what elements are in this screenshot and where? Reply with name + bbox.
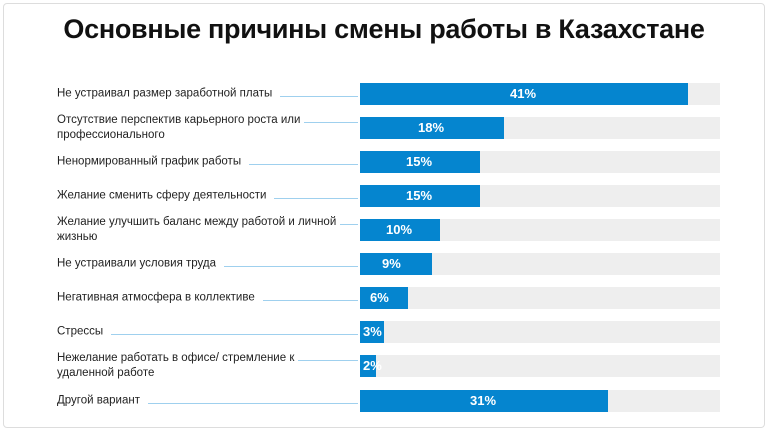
value-label: 6% [370, 290, 389, 305]
bar-track: 3% [360, 321, 720, 343]
bar [360, 355, 376, 377]
category-text: Желание сменить сферу деятельности [57, 189, 271, 202]
category-text: Негативная атмосфера в коллективе [57, 291, 259, 304]
bar-row: Не устраивали условия труда 9% [0, 249, 768, 279]
bar-track: 18% [360, 117, 720, 139]
bar-row: Стрессы 3% [0, 317, 768, 347]
category-label: Отсутствие перспектив карьерного роста и… [57, 113, 347, 143]
value-label: 31% [470, 393, 497, 408]
bar-row: Желание сменить сферу деятельности 15% [0, 181, 768, 211]
value-label: 15% [406, 154, 433, 169]
category-text: Не устраивал размер заработной платы [57, 87, 277, 100]
connector-line [304, 122, 358, 123]
bar [360, 83, 688, 105]
value-label: 9% [382, 256, 401, 271]
bar-track: 15% [360, 151, 720, 173]
connector-line [340, 224, 358, 225]
category-text: Другой вариант [57, 394, 144, 407]
bar-track: 2% [360, 355, 720, 377]
bar-track: 6% [360, 287, 720, 309]
category-label: Нежелание работать в офисе/ стремление к… [57, 351, 347, 381]
category-label: Другой вариант [57, 394, 347, 409]
bar-row: Отсутствие перспектив карьерного роста и… [0, 113, 768, 143]
connector-line [280, 95, 358, 97]
bar-track: 41% [360, 83, 720, 105]
category-text: Ненормированный график работы [57, 155, 246, 168]
value-label: 2% [363, 358, 382, 373]
category-label: Негативная атмосфера в коллективе [57, 291, 347, 306]
connector-line [249, 163, 358, 165]
value-label: 3% [363, 324, 382, 339]
bar-row: Желание улучшить баланс между работой и … [0, 215, 768, 245]
category-text: Стрессы [57, 325, 108, 338]
category-text: Нежелание работать в офисе/ стремление к… [57, 352, 295, 379]
category-label: Желание улучшить баланс между работой и … [57, 215, 347, 245]
category-label: Желание сменить сферу деятельности [57, 189, 347, 204]
bar [360, 117, 504, 139]
bar-row: Нежелание работать в офисе/ стремление к… [0, 351, 768, 381]
value-label: 10% [386, 222, 413, 237]
category-label: Не устраивали условия труда [57, 257, 347, 272]
connector-line [111, 333, 358, 335]
bar-row: Негативная атмосфера в коллективе 6% [0, 283, 768, 313]
connector-line [298, 360, 358, 361]
connector-line [262, 299, 358, 301]
chart-title: Основные причины смены работы в Казахста… [63, 14, 705, 44]
value-label: 41% [510, 86, 537, 101]
bar [360, 219, 440, 241]
chart-frame [3, 3, 765, 428]
bar [360, 321, 384, 343]
bar-row: Не устраивал размер заработной платы 41% [0, 79, 768, 109]
bar [360, 151, 480, 173]
bar-row: Ненормированный график работы 15% [0, 147, 768, 177]
bar-track: 10% [360, 219, 720, 241]
bar [360, 390, 608, 412]
category-text: Не устраивали условия труда [57, 257, 221, 270]
category-text: Отсутствие перспектив карьерного роста и… [57, 114, 301, 141]
connector-line [224, 265, 358, 267]
bar [360, 253, 432, 275]
bar [360, 185, 480, 207]
connector-line [147, 402, 358, 404]
bar-track: 15% [360, 185, 720, 207]
category-label: Стрессы [57, 325, 347, 340]
bar [360, 287, 408, 309]
bar-track: 9% [360, 253, 720, 275]
value-label: 18% [418, 120, 445, 135]
category-text: Желание улучшить баланс между работой и … [57, 216, 337, 243]
value-label: 15% [406, 188, 433, 203]
connector-line [274, 197, 358, 199]
category-label: Не устраивал размер заработной платы [57, 87, 347, 102]
category-label: Ненормированный график работы [57, 155, 347, 170]
bar-row: Другой вариант 31% [0, 386, 768, 416]
bar-track: 31% [360, 390, 720, 412]
